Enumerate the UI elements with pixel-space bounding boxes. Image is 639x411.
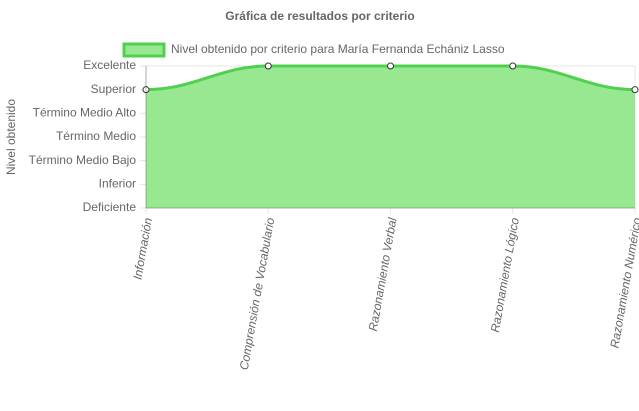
- y-tick-label: Término Medio: [56, 129, 136, 143]
- point: [387, 62, 394, 70]
- y-tick-label: Deficiente: [83, 200, 137, 214]
- y-tick-label: Superior: [91, 82, 136, 96]
- point: [264, 62, 272, 70]
- point: [631, 86, 639, 94]
- y-tick-label: Excelente: [83, 58, 136, 72]
- point: [142, 86, 150, 94]
- y-tick-label: Inferior: [99, 177, 136, 191]
- y-axis-title: Nivel obtenido: [4, 99, 18, 175]
- legend-label: Nivel obtenido por criterio para María F…: [171, 42, 505, 56]
- x-tick-label: Información: [130, 216, 155, 280]
- y-tick-label: Término Medio Bajo: [29, 153, 137, 167]
- x-tick-label: Comprensión de Vocabulario: [237, 216, 278, 371]
- y-tick-label: Término Medio Alto: [33, 106, 137, 120]
- area: [146, 66, 635, 208]
- legend-swatch: [122, 42, 166, 58]
- point: [509, 62, 517, 70]
- x-tick-label: Razonamiento Numérico: [607, 216, 639, 349]
- x-tick-label: Razonamiento Lógico: [488, 216, 522, 333]
- x-tick-label: Razonamiento Verbal: [366, 216, 400, 332]
- chart-title: Gráfica de resultados por criterio: [225, 9, 414, 23]
